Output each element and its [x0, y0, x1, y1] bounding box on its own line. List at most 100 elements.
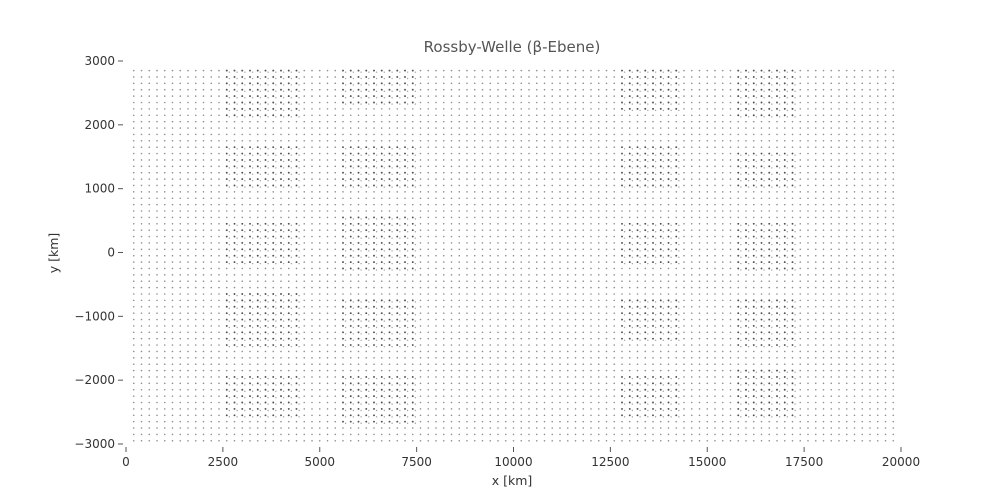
data-point — [373, 274, 375, 276]
data-point — [373, 261, 375, 264]
data-point — [652, 133, 654, 136]
data-point — [566, 440, 569, 442]
data-point — [375, 84, 378, 86]
data-point — [566, 127, 569, 129]
data-point — [613, 440, 616, 442]
data-point — [210, 242, 213, 244]
data-point — [590, 95, 592, 97]
data-point — [360, 103, 362, 105]
data-point — [241, 312, 244, 315]
data-point — [148, 197, 151, 200]
data-point — [383, 390, 386, 393]
data-point — [404, 337, 406, 340]
data-point — [357, 178, 360, 181]
data-point — [636, 203, 639, 206]
data-point — [396, 337, 399, 340]
data-point — [450, 152, 453, 155]
data-point — [543, 171, 546, 174]
data-point — [140, 318, 143, 321]
data-point — [298, 397, 300, 399]
data-point — [241, 241, 244, 244]
data-point — [631, 397, 634, 399]
data-point — [652, 107, 654, 110]
data-point — [404, 158, 406, 161]
data-point — [311, 108, 313, 110]
data-point — [140, 357, 143, 359]
data-point — [365, 305, 368, 308]
data-point — [179, 350, 182, 353]
data-point — [450, 127, 453, 129]
data-point — [644, 376, 647, 378]
data-point — [202, 229, 205, 231]
data-point — [450, 139, 453, 142]
data-point — [365, 165, 368, 168]
data-point — [295, 350, 298, 353]
data-point — [303, 114, 306, 117]
data-point — [272, 395, 275, 398]
data-point — [218, 101, 220, 104]
data-point — [318, 254, 321, 257]
data-point — [628, 440, 631, 442]
data-point — [582, 133, 585, 136]
data-point — [156, 344, 158, 346]
data-point — [636, 280, 639, 283]
data-point — [218, 95, 220, 97]
data-point — [466, 191, 468, 193]
data-point — [357, 171, 360, 174]
data-point — [388, 440, 391, 442]
data-point — [311, 159, 313, 161]
data-point — [241, 216, 244, 219]
data-point — [644, 305, 647, 308]
data-point — [435, 248, 437, 251]
data-point — [559, 286, 561, 289]
data-point — [375, 90, 378, 93]
data-point — [264, 376, 267, 378]
data-point — [473, 440, 476, 442]
data-point — [551, 191, 554, 193]
data-point — [481, 165, 484, 168]
data-point — [644, 280, 647, 283]
data-point — [287, 184, 290, 187]
data-point — [411, 350, 414, 353]
data-point — [218, 159, 220, 161]
data-point — [194, 120, 197, 123]
data-point — [396, 440, 399, 442]
data-point — [520, 222, 523, 225]
data-point — [623, 179, 626, 182]
data-point — [311, 101, 313, 104]
data-point — [179, 152, 182, 155]
data-point — [652, 222, 654, 225]
data-point — [597, 318, 600, 321]
data-point — [357, 108, 360, 110]
data-point — [543, 248, 546, 251]
data-point — [406, 345, 409, 348]
data-point — [582, 414, 585, 417]
data-point — [218, 108, 220, 110]
data-point — [373, 88, 375, 91]
data-point — [399, 345, 401, 348]
data-point — [543, 216, 546, 219]
data-point — [272, 401, 275, 404]
data-point — [225, 331, 228, 334]
data-point — [466, 261, 468, 263]
data-point — [282, 243, 285, 246]
data-point — [489, 165, 492, 168]
data-point — [396, 293, 399, 295]
data-point — [360, 256, 362, 258]
data-point — [582, 344, 585, 346]
data-point — [466, 344, 468, 346]
data-point — [597, 395, 600, 397]
data-point — [551, 369, 554, 372]
data-point — [373, 357, 375, 359]
data-point — [543, 363, 546, 366]
data-point — [504, 152, 507, 155]
data-point — [318, 69, 321, 72]
data-point — [334, 139, 337, 142]
data-point — [520, 76, 523, 78]
data-point — [225, 261, 228, 264]
data-point — [652, 337, 654, 340]
data-point — [132, 433, 135, 436]
data-point — [442, 420, 445, 423]
data-point — [574, 133, 577, 136]
data-point — [148, 382, 151, 385]
